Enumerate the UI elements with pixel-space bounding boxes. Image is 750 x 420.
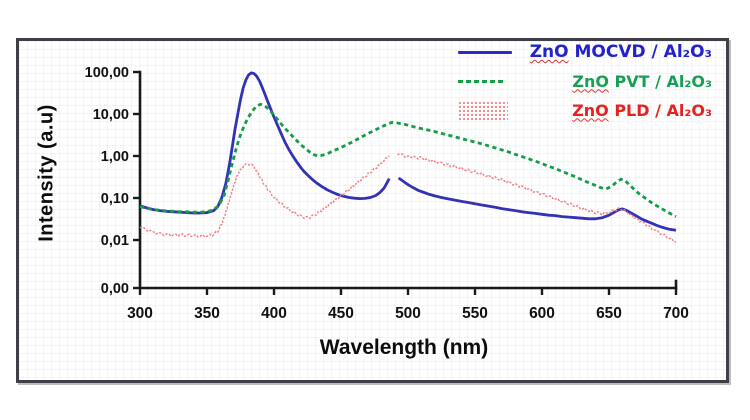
legend-label-mocvd-rest: MOCVD / Al₂O₃ xyxy=(568,42,713,62)
legend-marker-dot-grid-swatch xyxy=(458,100,508,120)
legend-label-pvt-rest: PVT / Al₂O₃ xyxy=(608,71,713,91)
legend: ZnO MOCVD / Al₂O₃ ZnO PVT / Al₂O₃ ZnO PL… xyxy=(458,42,712,129)
legend-label-pvt: ZnO PVT / Al₂O₃ xyxy=(572,72,712,91)
legend-label-pld-zno: ZnO xyxy=(572,100,609,120)
legend-item-mocvd: ZnO MOCVD / Al₂O₃ xyxy=(458,42,712,62)
legend-item-pvt: ZnO PVT / Al₂O₃ xyxy=(458,71,712,91)
legend-label-pld: ZnO PLD / Al₂O₃ xyxy=(572,101,712,120)
legend-label-pld-rest: PLD / Al₂O₃ xyxy=(608,100,712,120)
x-axis-title: Wavelength (nm) xyxy=(319,336,489,359)
legend-marker-solid-line xyxy=(458,50,512,54)
legend-marker-dashed-line xyxy=(458,79,506,83)
legend-label-mocvd-zno: ZnO xyxy=(529,42,569,62)
legend-label-pvt-zno: ZnO xyxy=(572,71,609,91)
legend-item-pld: ZnO PLD / Al₂O₃ xyxy=(458,100,712,120)
y-axis-title: Intensity (a.u) xyxy=(35,104,58,242)
legend-label-mocvd: ZnO MOCVD / Al₂O₃ xyxy=(530,42,712,62)
